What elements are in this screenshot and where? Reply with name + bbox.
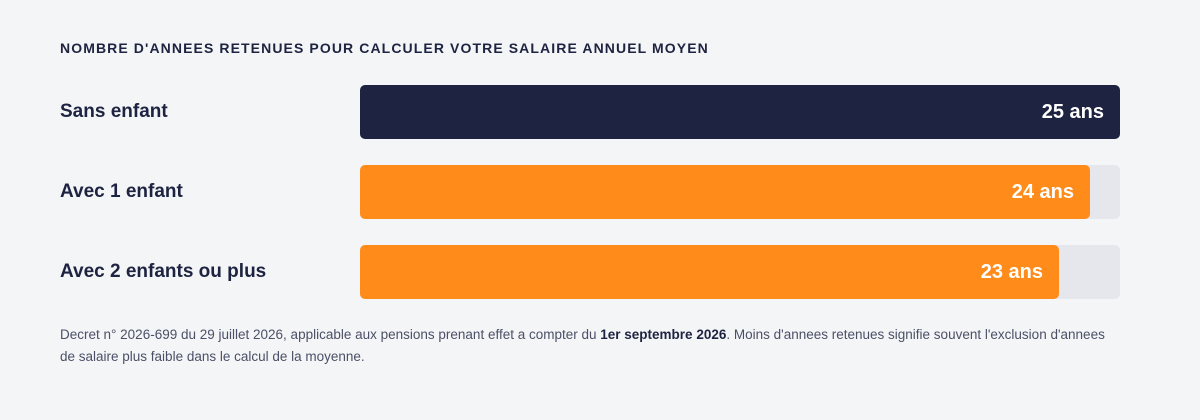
footnote-date: 1er septembre 2026 (600, 327, 727, 342)
bar-track: 23 ans (360, 245, 1120, 299)
footnote-text-before: Decret n° 2026-699 du 29 juillet 2026, a… (60, 327, 601, 342)
bar-track: 24 ans (360, 165, 1120, 219)
chart-card: NOMBRE D'ANNEES RETENUES POUR CALCULER V… (60, 0, 1120, 420)
chart-title: NOMBRE D'ANNEES RETENUES POUR CALCULER V… (60, 40, 709, 56)
footnote: Decret n° 2026-699 du 29 juillet 2026, a… (60, 324, 1110, 368)
bar-value-label: 23 ans (980, 261, 1043, 283)
bar: 24 ans (360, 165, 1090, 219)
bar-row: Avec 2 enfants ou plus 23 ans (60, 245, 1120, 299)
category-label: Avec 2 enfants ou plus (60, 261, 267, 282)
bar: 23 ans (360, 245, 1059, 299)
bar-row: Sans enfant 25 ans (60, 85, 1120, 139)
bar: 25 ans (360, 85, 1120, 139)
category-label: Avec 1 enfant (60, 181, 183, 202)
footnote-text-after: . Moins d'annees retenues signifie souve… (60, 327, 1105, 364)
bar-value-label: 24 ans (1011, 181, 1074, 203)
bar-value-label: 25 ans (1041, 101, 1104, 123)
bar-track: 25 ans (360, 85, 1120, 139)
category-label: Sans enfant (60, 101, 168, 122)
bar-row: Avec 1 enfant 24 ans (60, 165, 1120, 219)
